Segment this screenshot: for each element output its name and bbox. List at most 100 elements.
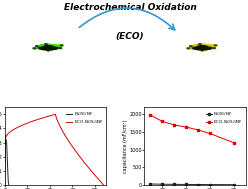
Ellipse shape xyxy=(45,44,47,45)
Ellipse shape xyxy=(192,47,197,48)
Ellipse shape xyxy=(201,48,204,50)
Ellipse shape xyxy=(192,47,197,49)
Ellipse shape xyxy=(189,46,192,47)
ECO-Ni$_3$S$_2$/NF xyxy=(56,119,59,121)
Ellipse shape xyxy=(205,48,209,50)
Ellipse shape xyxy=(193,48,198,49)
Ellipse shape xyxy=(38,46,42,47)
Ellipse shape xyxy=(45,45,49,46)
Ellipse shape xyxy=(191,46,197,48)
ECO-Ni$_3$S$_2$/NF xyxy=(3,184,6,186)
Ellipse shape xyxy=(205,48,209,50)
Ellipse shape xyxy=(204,45,209,46)
Ellipse shape xyxy=(39,45,44,47)
Ellipse shape xyxy=(204,48,208,50)
Ellipse shape xyxy=(53,47,58,49)
Ellipse shape xyxy=(209,47,213,48)
Ellipse shape xyxy=(201,48,205,50)
Ni$_3$S$_2$/NF xyxy=(208,184,211,186)
Ellipse shape xyxy=(53,47,58,48)
Ellipse shape xyxy=(194,45,199,47)
Ellipse shape xyxy=(192,47,197,48)
Ellipse shape xyxy=(201,49,204,50)
Ellipse shape xyxy=(213,45,216,46)
Ni$_3$S$_2$/NF xyxy=(7,184,10,186)
Ellipse shape xyxy=(47,48,50,50)
ECO-Ni$_3$S$_2$/NF xyxy=(57,122,60,125)
Ellipse shape xyxy=(207,47,212,49)
Ellipse shape xyxy=(201,50,203,51)
Ellipse shape xyxy=(199,48,203,50)
Ellipse shape xyxy=(206,48,211,49)
Ellipse shape xyxy=(194,48,199,49)
Ellipse shape xyxy=(209,47,213,48)
ECO-Ni$_3$S$_2$/NF xyxy=(173,124,176,126)
Ellipse shape xyxy=(53,47,57,49)
Ellipse shape xyxy=(50,45,54,46)
Ellipse shape xyxy=(58,45,61,46)
Ellipse shape xyxy=(48,44,52,46)
Ellipse shape xyxy=(33,48,36,49)
Ellipse shape xyxy=(199,45,203,47)
Ni$_3$S$_2$/NF xyxy=(4,137,7,139)
Ellipse shape xyxy=(196,45,200,46)
Line: ECO-Ni$_3$S$_2$/NF: ECO-Ni$_3$S$_2$/NF xyxy=(5,114,104,185)
Ellipse shape xyxy=(54,47,58,48)
Ellipse shape xyxy=(45,48,49,50)
Ellipse shape xyxy=(189,48,192,49)
Ellipse shape xyxy=(207,46,213,47)
Ellipse shape xyxy=(38,47,42,48)
Ellipse shape xyxy=(203,48,207,50)
Ellipse shape xyxy=(191,46,197,48)
Ellipse shape xyxy=(198,48,202,50)
Ellipse shape xyxy=(200,48,204,49)
Ellipse shape xyxy=(207,47,212,48)
Ellipse shape xyxy=(44,48,48,50)
ECO-Ni$_3$S$_2$/NF xyxy=(66,138,69,141)
Ellipse shape xyxy=(55,47,59,48)
Ellipse shape xyxy=(192,46,197,47)
Ellipse shape xyxy=(57,47,60,48)
Ellipse shape xyxy=(207,47,211,48)
Ellipse shape xyxy=(197,48,201,50)
Ellipse shape xyxy=(56,45,60,46)
Ellipse shape xyxy=(40,45,45,46)
Ellipse shape xyxy=(39,47,44,49)
Ellipse shape xyxy=(47,48,50,50)
Ellipse shape xyxy=(192,46,196,47)
Ellipse shape xyxy=(210,47,214,48)
Ellipse shape xyxy=(199,45,203,46)
Ellipse shape xyxy=(195,48,200,49)
Ellipse shape xyxy=(201,48,204,50)
Ellipse shape xyxy=(38,46,43,47)
Ellipse shape xyxy=(202,48,206,50)
Ni$_3$S$_2$/NF xyxy=(6,156,9,158)
Ellipse shape xyxy=(205,45,210,46)
Ellipse shape xyxy=(199,48,203,50)
Ellipse shape xyxy=(207,47,212,49)
Ellipse shape xyxy=(206,46,211,47)
Ellipse shape xyxy=(203,45,207,46)
Ellipse shape xyxy=(199,45,202,46)
Ellipse shape xyxy=(208,46,213,47)
Ellipse shape xyxy=(33,48,35,49)
Ellipse shape xyxy=(199,44,202,45)
Ellipse shape xyxy=(51,45,56,46)
Ellipse shape xyxy=(57,45,60,46)
Ellipse shape xyxy=(215,45,217,46)
Ellipse shape xyxy=(51,48,55,50)
Ellipse shape xyxy=(53,47,58,48)
Line: Ni$_3$S$_2$/NF: Ni$_3$S$_2$/NF xyxy=(5,136,9,185)
Ellipse shape xyxy=(197,45,201,46)
Ellipse shape xyxy=(54,47,58,48)
ECO-Ni$_3$S$_2$/NF xyxy=(149,114,152,116)
Ellipse shape xyxy=(38,47,43,48)
Ellipse shape xyxy=(52,45,56,46)
Ellipse shape xyxy=(53,47,58,48)
Legend: Ni$_3$S$_2$/NF, ECO-Ni$_3$S$_2$/NF: Ni$_3$S$_2$/NF, ECO-Ni$_3$S$_2$/NF xyxy=(205,109,244,127)
Ellipse shape xyxy=(52,45,57,47)
Ellipse shape xyxy=(200,48,204,49)
Ellipse shape xyxy=(54,47,59,48)
Ellipse shape xyxy=(52,48,56,49)
Ellipse shape xyxy=(207,46,211,47)
